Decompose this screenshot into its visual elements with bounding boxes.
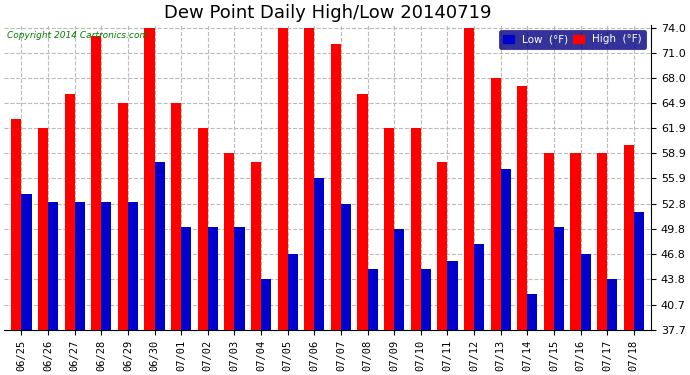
Bar — [411, 128, 421, 330]
Bar — [48, 202, 58, 330]
Bar — [288, 254, 298, 330]
Bar — [474, 244, 484, 330]
Bar — [624, 145, 634, 330]
Bar — [437, 162, 447, 330]
Bar — [384, 128, 394, 330]
Bar — [261, 279, 271, 330]
Bar — [368, 269, 377, 330]
Bar — [181, 228, 191, 330]
Bar — [501, 169, 511, 330]
Bar — [91, 36, 101, 330]
Bar — [331, 44, 341, 330]
Bar — [571, 153, 580, 330]
Bar — [65, 94, 75, 330]
Bar — [144, 28, 155, 330]
Text: Copyright 2014 Cartronics.com: Copyright 2014 Cartronics.com — [8, 31, 148, 40]
Bar — [251, 162, 261, 330]
Bar — [38, 128, 48, 330]
Bar — [634, 213, 644, 330]
Bar — [464, 28, 474, 330]
Bar — [198, 128, 208, 330]
Title: Dew Point Daily High/Low 20140719: Dew Point Daily High/Low 20140719 — [164, 4, 491, 22]
Bar — [597, 153, 607, 330]
Bar — [235, 228, 244, 330]
Bar — [11, 119, 21, 330]
Bar — [421, 269, 431, 330]
Bar — [357, 94, 368, 330]
Bar — [101, 202, 112, 330]
Bar — [341, 204, 351, 330]
Bar — [128, 202, 138, 330]
Bar — [21, 194, 32, 330]
Bar — [277, 28, 288, 330]
Bar — [580, 254, 591, 330]
Bar — [118, 104, 128, 330]
Legend: Low  (°F), High  (°F): Low (°F), High (°F) — [499, 30, 646, 49]
Bar — [544, 153, 554, 330]
Bar — [607, 279, 618, 330]
Bar — [447, 261, 457, 330]
Bar — [75, 202, 85, 330]
Bar — [527, 294, 538, 330]
Bar — [491, 78, 501, 330]
Bar — [394, 229, 404, 330]
Bar — [224, 153, 235, 330]
Bar — [554, 228, 564, 330]
Bar — [208, 228, 218, 330]
Bar — [171, 104, 181, 330]
Bar — [518, 86, 527, 330]
Bar — [315, 178, 324, 330]
Bar — [304, 28, 315, 330]
Bar — [155, 162, 165, 330]
